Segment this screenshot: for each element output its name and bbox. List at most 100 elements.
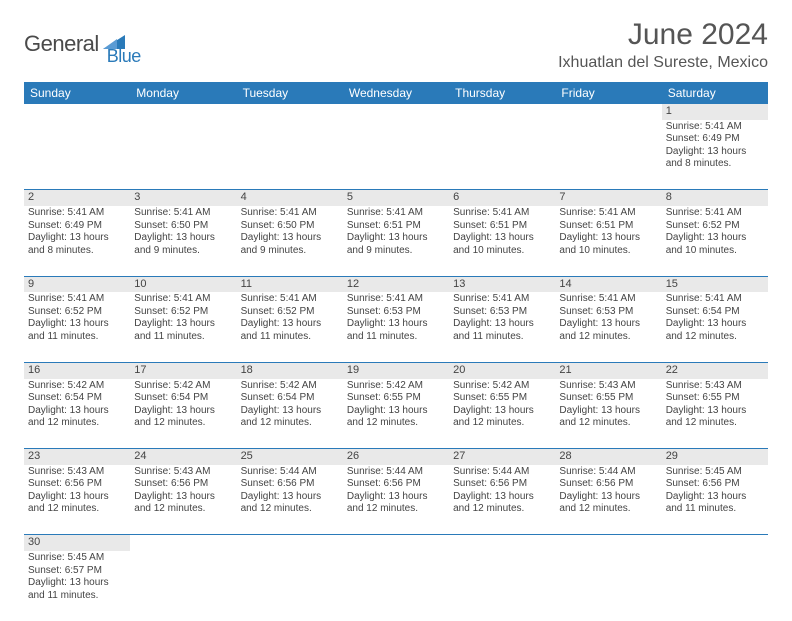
day-number-cell: 23: [24, 449, 130, 465]
daylight-text: Daylight: 13 hours and 12 minutes.: [666, 405, 764, 430]
day-number-cell: [24, 104, 130, 120]
day-content-cell: Sunrise: 5:41 AMSunset: 6:52 PMDaylight:…: [24, 292, 130, 362]
day-number-cell: [130, 104, 236, 120]
day-number-cell: [662, 535, 768, 551]
day-content-cell: Sunrise: 5:41 AMSunset: 6:51 PMDaylight:…: [449, 206, 555, 276]
weekday-header: Monday: [130, 82, 236, 104]
sunrise-text: Sunrise: 5:43 AM: [28, 466, 126, 479]
daylight-text: Daylight: 13 hours and 11 minutes.: [28, 318, 126, 343]
sunrise-text: Sunrise: 5:41 AM: [241, 293, 339, 306]
sunrise-text: Sunrise: 5:42 AM: [347, 380, 445, 393]
day-number-cell: [449, 104, 555, 120]
day-content-cell: Sunrise: 5:45 AMSunset: 6:57 PMDaylight:…: [24, 551, 130, 621]
day-content-row: Sunrise: 5:43 AMSunset: 6:56 PMDaylight:…: [24, 465, 768, 535]
sunset-text: Sunset: 6:56 PM: [28, 478, 126, 491]
daylight-text: Daylight: 13 hours and 12 minutes.: [559, 491, 657, 516]
day-content-cell: Sunrise: 5:42 AMSunset: 6:54 PMDaylight:…: [237, 379, 343, 449]
sunrise-text: Sunrise: 5:41 AM: [453, 207, 551, 220]
daylight-text: Daylight: 13 hours and 12 minutes.: [347, 405, 445, 430]
daylight-text: Daylight: 13 hours and 12 minutes.: [453, 491, 551, 516]
day-number-cell: 22: [662, 362, 768, 378]
sunset-text: Sunset: 6:51 PM: [559, 220, 657, 233]
sunset-text: Sunset: 6:52 PM: [241, 306, 339, 319]
sunrise-text: Sunrise: 5:44 AM: [347, 466, 445, 479]
daylight-text: Daylight: 13 hours and 11 minutes.: [453, 318, 551, 343]
day-content-cell: Sunrise: 5:41 AMSunset: 6:52 PMDaylight:…: [130, 292, 236, 362]
day-number-cell: [343, 535, 449, 551]
sunrise-text: Sunrise: 5:41 AM: [134, 207, 232, 220]
weekday-header-row: Sunday Monday Tuesday Wednesday Thursday…: [24, 82, 768, 104]
sunset-text: Sunset: 6:55 PM: [666, 392, 764, 405]
month-title: June 2024: [558, 18, 768, 52]
day-number-cell: [555, 104, 661, 120]
sunrise-text: Sunrise: 5:41 AM: [28, 207, 126, 220]
day-content-cell: Sunrise: 5:44 AMSunset: 6:56 PMDaylight:…: [555, 465, 661, 535]
day-number-cell: 27: [449, 449, 555, 465]
sunset-text: Sunset: 6:52 PM: [28, 306, 126, 319]
sunset-text: Sunset: 6:54 PM: [28, 392, 126, 405]
sunrise-text: Sunrise: 5:41 AM: [347, 293, 445, 306]
weekday-header: Wednesday: [343, 82, 449, 104]
day-number-cell: 12: [343, 276, 449, 292]
sunrise-text: Sunrise: 5:41 AM: [666, 293, 764, 306]
sunset-text: Sunset: 6:49 PM: [28, 220, 126, 233]
sunset-text: Sunset: 6:54 PM: [666, 306, 764, 319]
day-content-cell: [555, 120, 661, 190]
sunset-text: Sunset: 6:52 PM: [666, 220, 764, 233]
sunrise-text: Sunrise: 5:41 AM: [134, 293, 232, 306]
sunrise-text: Sunrise: 5:43 AM: [134, 466, 232, 479]
day-content-row: Sunrise: 5:41 AMSunset: 6:49 PMDaylight:…: [24, 206, 768, 276]
daylight-text: Daylight: 13 hours and 11 minutes.: [241, 318, 339, 343]
daylight-text: Daylight: 13 hours and 10 minutes.: [559, 232, 657, 257]
daylight-text: Daylight: 13 hours and 9 minutes.: [347, 232, 445, 257]
sunrise-text: Sunrise: 5:43 AM: [666, 380, 764, 393]
day-content-cell: Sunrise: 5:41 AMSunset: 6:52 PMDaylight:…: [662, 206, 768, 276]
day-number-cell: [130, 535, 236, 551]
daylight-text: Daylight: 13 hours and 12 minutes.: [559, 318, 657, 343]
sunset-text: Sunset: 6:55 PM: [559, 392, 657, 405]
daylight-text: Daylight: 13 hours and 12 minutes.: [134, 405, 232, 430]
sunrise-text: Sunrise: 5:41 AM: [559, 293, 657, 306]
day-content-cell: Sunrise: 5:43 AMSunset: 6:56 PMDaylight:…: [24, 465, 130, 535]
day-content-cell: Sunrise: 5:42 AMSunset: 6:55 PMDaylight:…: [343, 379, 449, 449]
weekday-header: Friday: [555, 82, 661, 104]
day-content-row: Sunrise: 5:42 AMSunset: 6:54 PMDaylight:…: [24, 379, 768, 449]
day-number-cell: 29: [662, 449, 768, 465]
sunrise-text: Sunrise: 5:42 AM: [28, 380, 126, 393]
day-content-cell: Sunrise: 5:41 AMSunset: 6:53 PMDaylight:…: [555, 292, 661, 362]
day-content-cell: [237, 551, 343, 621]
day-content-cell: [662, 551, 768, 621]
day-content-cell: Sunrise: 5:45 AMSunset: 6:56 PMDaylight:…: [662, 465, 768, 535]
day-number-cell: 2: [24, 190, 130, 206]
sunrise-text: Sunrise: 5:42 AM: [241, 380, 339, 393]
day-content-cell: Sunrise: 5:41 AMSunset: 6:49 PMDaylight:…: [662, 120, 768, 190]
day-number-cell: 4: [237, 190, 343, 206]
day-number-cell: 1: [662, 104, 768, 120]
day-content-cell: Sunrise: 5:41 AMSunset: 6:50 PMDaylight:…: [130, 206, 236, 276]
daylight-text: Daylight: 13 hours and 12 minutes.: [241, 491, 339, 516]
sunrise-text: Sunrise: 5:41 AM: [453, 293, 551, 306]
day-content-cell: [343, 120, 449, 190]
daylight-text: Daylight: 13 hours and 11 minutes.: [347, 318, 445, 343]
daylight-text: Daylight: 13 hours and 12 minutes.: [134, 491, 232, 516]
day-number-cell: 14: [555, 276, 661, 292]
day-content-cell: Sunrise: 5:43 AMSunset: 6:55 PMDaylight:…: [662, 379, 768, 449]
day-number-cell: 17: [130, 362, 236, 378]
sunset-text: Sunset: 6:51 PM: [347, 220, 445, 233]
sunrise-text: Sunrise: 5:44 AM: [241, 466, 339, 479]
daylight-text: Daylight: 13 hours and 12 minutes.: [347, 491, 445, 516]
day-number-cell: 25: [237, 449, 343, 465]
daylight-text: Daylight: 13 hours and 11 minutes.: [28, 577, 126, 602]
day-content-cell: Sunrise: 5:42 AMSunset: 6:54 PMDaylight:…: [130, 379, 236, 449]
day-content-cell: [449, 120, 555, 190]
daylight-text: Daylight: 13 hours and 11 minutes.: [134, 318, 232, 343]
day-content-cell: Sunrise: 5:44 AMSunset: 6:56 PMDaylight:…: [343, 465, 449, 535]
sunrise-text: Sunrise: 5:45 AM: [666, 466, 764, 479]
sunset-text: Sunset: 6:50 PM: [241, 220, 339, 233]
daylight-text: Daylight: 13 hours and 9 minutes.: [134, 232, 232, 257]
logo-text-blue: Blue: [107, 32, 141, 67]
day-number-cell: 3: [130, 190, 236, 206]
sunset-text: Sunset: 6:56 PM: [666, 478, 764, 491]
sunset-text: Sunset: 6:56 PM: [241, 478, 339, 491]
day-content-cell: [24, 120, 130, 190]
